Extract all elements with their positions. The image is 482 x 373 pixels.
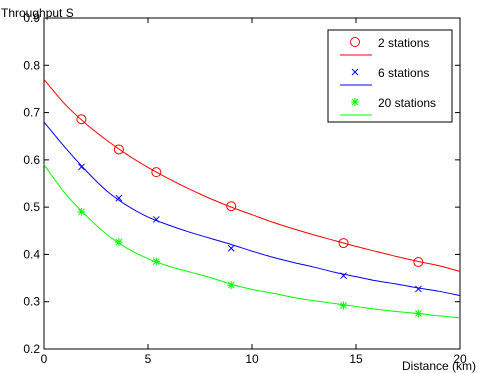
legend-label: 2 stations <box>378 36 429 50</box>
data-point <box>114 238 123 247</box>
data-point <box>338 238 349 249</box>
series-line <box>43 164 461 319</box>
legend-box <box>327 29 453 123</box>
x-tick-label: 5 <box>145 352 152 366</box>
marker-stroke <box>227 281 235 289</box>
x-axis-label: Distance (km) <box>402 359 476 373</box>
series-line <box>43 79 461 272</box>
marker-stroke <box>340 272 347 280</box>
data-point <box>76 114 87 125</box>
legend: 2 stations 6 stations 20 stations <box>327 29 453 123</box>
data-point <box>152 257 161 266</box>
y-tick-label: 0.6 <box>23 153 40 167</box>
marker-stroke <box>115 194 123 202</box>
data-point <box>415 285 422 293</box>
data-point <box>151 167 162 178</box>
data-point <box>152 216 160 223</box>
series-line <box>43 121 461 297</box>
legend-label: 6 stations <box>378 66 429 80</box>
marker-stroke <box>415 285 422 293</box>
data-point <box>227 281 236 290</box>
series-2 <box>43 121 461 297</box>
data-point <box>227 244 235 252</box>
marker-stroke <box>78 208 85 216</box>
x-tick-label: 15 <box>349 352 363 366</box>
legend-marker <box>351 98 359 106</box>
marker-stroke <box>78 163 85 171</box>
data-point <box>77 207 86 216</box>
marker-stroke <box>351 98 359 106</box>
series-layer <box>43 79 461 319</box>
legend-label: 20 stations <box>378 96 436 110</box>
legend-marker <box>351 68 359 76</box>
marker-stroke <box>351 68 359 76</box>
axis-ticks: 0 5 10 15 20 0.2 0.3 0.4 0.5 0.6 0.7 0.8 0.9 <box>23 11 467 366</box>
data-point <box>413 256 424 267</box>
marker-stroke <box>115 238 123 246</box>
data-point <box>414 309 423 318</box>
marker-stroke <box>152 258 160 265</box>
marker-stroke <box>152 216 160 223</box>
y-tick-label: 0.5 <box>23 200 40 214</box>
data-point <box>339 301 348 310</box>
data-point <box>113 144 124 155</box>
x-tick-label: 10 <box>245 352 259 366</box>
y-tick-label: 0.2 <box>23 342 40 356</box>
data-point <box>78 163 85 171</box>
marker-stroke <box>415 310 422 317</box>
y-tick-label: 0.7 <box>23 106 40 120</box>
y-tick-label: 0.9 <box>23 11 40 25</box>
data-point <box>340 272 347 280</box>
y-tick-label: 0.8 <box>23 58 40 72</box>
data-point <box>226 201 237 212</box>
marker-stroke <box>227 244 235 252</box>
y-axis-label: Throughput S <box>1 6 74 20</box>
y-tick-label: 0.3 <box>23 295 40 309</box>
x-tick-label: 20 <box>453 352 467 366</box>
series-1 <box>43 79 461 272</box>
legend-marker <box>350 37 360 47</box>
x-tick-label: 0 <box>41 352 48 366</box>
data-point <box>115 194 123 202</box>
y-tick-label: 0.4 <box>23 247 40 261</box>
series-3 <box>43 164 461 319</box>
marker-stroke <box>340 302 347 309</box>
